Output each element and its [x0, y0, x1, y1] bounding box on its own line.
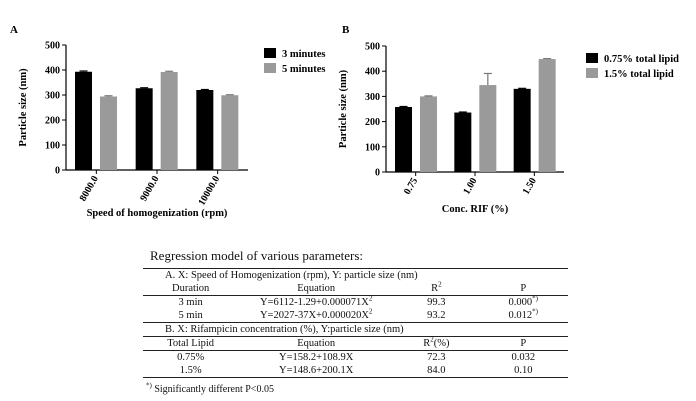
section-b-title: B. X: Rifampicin concentration (%), Y:pa… [143, 322, 568, 337]
legend-label: 5 minutes [282, 64, 325, 75]
bar [196, 90, 214, 170]
x-tick-label: 8000.0 [78, 174, 101, 203]
y-tick-label: 0 [375, 168, 380, 179]
header-a-row: Duration Equation R2 P [143, 281, 568, 296]
y-tick-label: 300 [45, 91, 60, 102]
bar [160, 72, 178, 170]
table-row: 5 min Y=2027-37X+0.000020X2 93.2 0.012*) [178, 307, 539, 321]
bar [420, 96, 437, 172]
x-axis-label: Conc. RIF (%) [442, 204, 509, 215]
bar [538, 59, 556, 172]
x-tick-label: 1.50 [521, 176, 539, 197]
y-tick-label: 500 [365, 42, 380, 53]
y-tick-label: 100 [365, 142, 380, 153]
y-tick-label: 500 [45, 41, 60, 52]
section-a-title: A. X: Speed of Homogenization (rpm), Y: … [143, 268, 568, 282]
legend-label: 3 minutes [282, 49, 325, 60]
y-axis-label: Particle size (nm) [18, 68, 29, 147]
header-r2: R2 [394, 281, 479, 296]
y-tick-label: 300 [365, 92, 380, 103]
bar [135, 88, 153, 170]
table-row: 1.5% Y=148.6+200.1X 84.0 0.10 [143, 364, 568, 378]
legend-swatch [586, 68, 598, 78]
y-tick-label: 0 [55, 166, 60, 177]
y-axis-label: Particle size (nm) [338, 69, 349, 148]
legend-swatch [264, 63, 276, 73]
bar [479, 85, 497, 172]
header-equation-b: Equation [238, 336, 395, 351]
y-tick-label: 400 [45, 66, 60, 77]
section-b-row: B. X: Rifampicin concentration (%), Y:pa… [143, 322, 568, 337]
header-p: P [478, 282, 568, 296]
bar [75, 71, 92, 170]
legend-swatch [264, 48, 276, 58]
x-axis-label: Speed of homogenization (rpm) [87, 208, 228, 219]
header-total-lipid: Total Lipid [143, 336, 239, 351]
legend-label: 0.75% total lipid [604, 54, 679, 65]
header-equation: Equation [238, 282, 395, 296]
legend-swatch [586, 53, 598, 63]
chart-b: B 0 100 200 300 400 500 Particle size (nm) 0.75 1… [338, 24, 679, 215]
table-row: 3 min Y=6112-1.29+0.000071X2 99.3 0.000*… [178, 294, 539, 308]
bar [221, 95, 239, 170]
chart-a: A 0 100 200 300 400 500 Particle size (nm) 8000.… [10, 24, 325, 219]
x-tick-label: 9000.0 [138, 174, 161, 203]
x-tick-label: 1.00 [461, 176, 479, 197]
panel-label: B [342, 24, 350, 36]
table-row: 0.75% Y=158.2+108.9X 72.3 0.032 [177, 352, 536, 363]
legend-label: 1.5% total lipid [604, 69, 674, 80]
bar [513, 88, 531, 172]
regression-table: A. X: Speed of Homogenization (rpm), Y: … [143, 268, 568, 378]
y-tick-label: 100 [45, 141, 60, 152]
panel-label: A [10, 24, 18, 36]
y-tick-label: 200 [45, 116, 60, 127]
header-b-row: Total Lipid Equation R2(%) P [143, 336, 568, 351]
bar [395, 106, 412, 172]
section-a-row: A. X: Speed of Homogenization (rpm), Y: … [143, 268, 568, 282]
footnote: *) Significantly different P<0.05 [146, 381, 274, 395]
bar [100, 96, 117, 170]
header-p-b: P [478, 336, 568, 351]
bar [454, 112, 472, 172]
y-tick-label: 200 [365, 117, 380, 128]
x-tick-label: 0.75 [402, 176, 420, 197]
header-duration: Duration [143, 282, 239, 296]
x-tick-label: 10000.0 [196, 174, 222, 208]
y-tick-label: 400 [365, 67, 380, 78]
regression-title: Regression model of various parameters: [150, 248, 363, 263]
header-r2-b: R2(%) [394, 336, 479, 351]
